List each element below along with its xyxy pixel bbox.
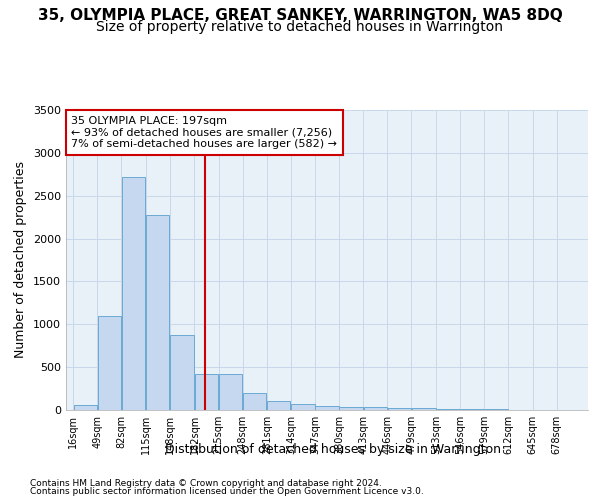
Bar [437,408,460,410]
Bar [98,316,121,410]
Bar [74,405,97,410]
Bar [388,408,411,410]
Text: 35, OLYMPIA PLACE, GREAT SANKEY, WARRINGTON, WA5 8DQ: 35, OLYMPIA PLACE, GREAT SANKEY, WARRING… [38,8,562,22]
Bar [461,409,484,410]
Bar [412,408,436,410]
Bar [291,404,314,410]
Bar [316,406,338,410]
Bar [364,408,387,410]
Bar [267,402,290,410]
Bar [122,177,145,410]
Bar [219,374,242,410]
Bar [195,374,218,410]
Bar [170,336,194,410]
Text: Size of property relative to detached houses in Warrington: Size of property relative to detached ho… [97,20,503,34]
Text: Contains HM Land Registry data © Crown copyright and database right 2024.: Contains HM Land Registry data © Crown c… [30,478,382,488]
Y-axis label: Number of detached properties: Number of detached properties [14,162,28,358]
Bar [146,214,169,410]
Bar [243,394,266,410]
Text: 35 OLYMPIA PLACE: 197sqm
← 93% of detached houses are smaller (7,256)
7% of semi: 35 OLYMPIA PLACE: 197sqm ← 93% of detach… [71,116,337,149]
Bar [340,406,363,410]
Text: Contains public sector information licensed under the Open Government Licence v3: Contains public sector information licen… [30,487,424,496]
Text: Distribution of detached houses by size in Warrington: Distribution of detached houses by size … [165,442,501,456]
